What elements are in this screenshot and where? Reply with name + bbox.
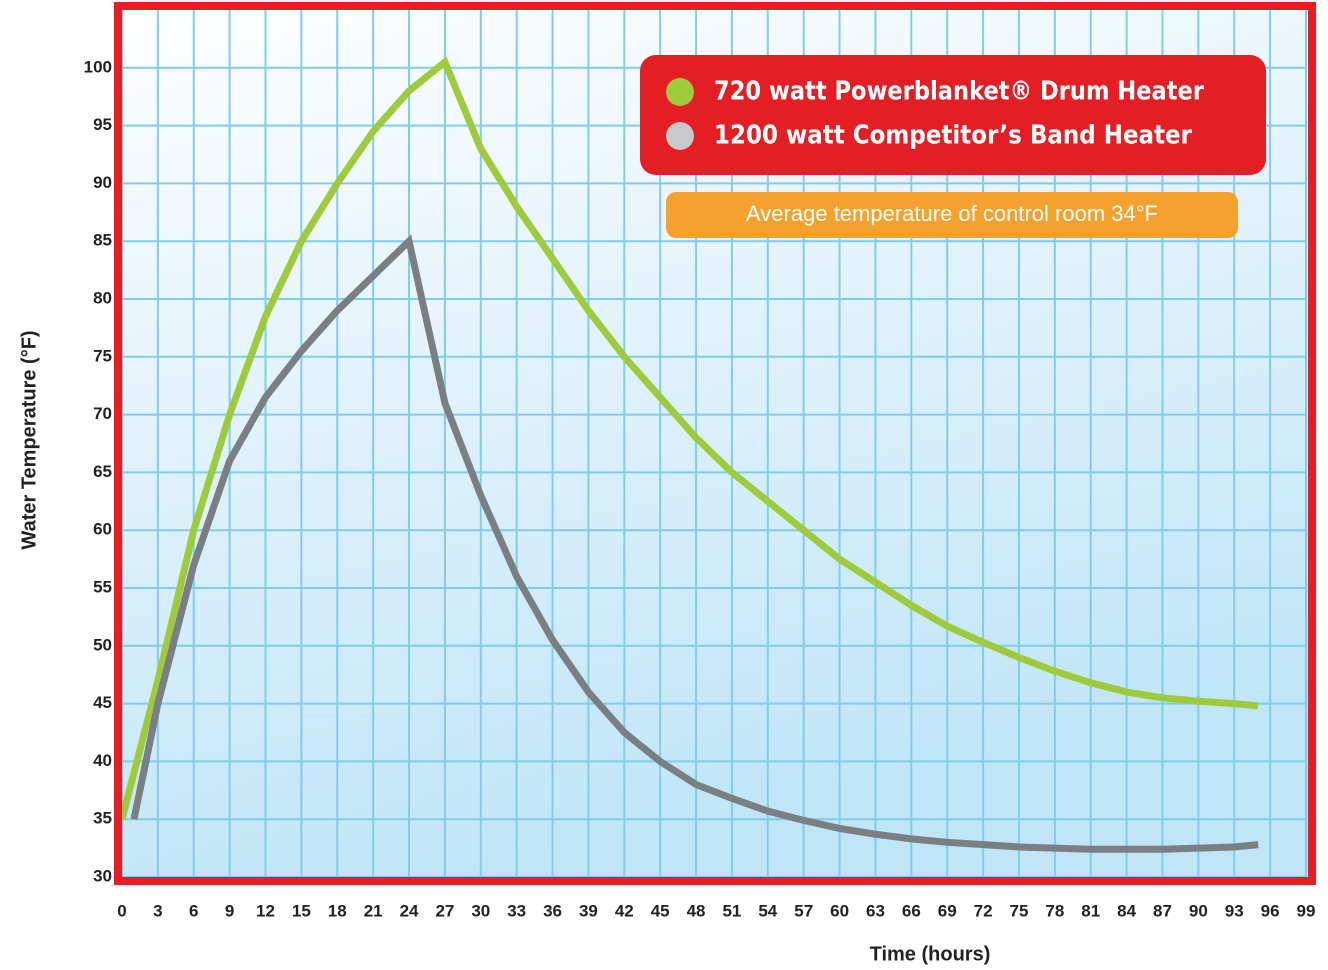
x-tick-label: 90 (1189, 901, 1208, 920)
y-tick-label: 60 (93, 520, 112, 539)
x-tick-label: 3 (153, 901, 162, 920)
x-axis-title: Time (hours) (870, 943, 991, 965)
x-tick-label: 45 (651, 901, 670, 920)
x-tick-label: 48 (687, 901, 706, 920)
plot-border (114, 2, 1316, 885)
y-tick-label: 65 (93, 462, 112, 481)
x-tick-label: 24 (400, 901, 419, 920)
x-tick-label: 81 (1081, 901, 1100, 920)
x-tick-label: 60 (830, 901, 849, 920)
data-line (118, 56, 1259, 821)
x-tick-label: 51 (722, 901, 741, 920)
x-tick-label: 78 (1045, 901, 1064, 920)
y-tick-label: 75 (93, 346, 112, 365)
x-tick-label: 30 (471, 901, 490, 920)
x-tick-label: 15 (292, 901, 311, 920)
x-tick-label: 75 (1010, 901, 1029, 920)
y-tick-label: 35 (93, 809, 112, 828)
annotation: Average temperature of control room 34°F (746, 201, 1158, 226)
x-tick-label: 96 (1261, 901, 1280, 920)
x-tick-label: 33 (507, 901, 526, 920)
annotation-box (666, 192, 1238, 238)
y-tick-label: 50 (93, 635, 112, 654)
x-tick-label: 54 (758, 901, 777, 920)
legend-swatch (666, 122, 694, 150)
y-tick-label: 90 (93, 173, 112, 192)
legend-label: 1200 watt Competitor’s Band Heater (714, 121, 1192, 151)
x-tick-label: 66 (902, 901, 921, 920)
legend-swatch (666, 78, 694, 106)
x-tick-label: 69 (938, 901, 957, 920)
x-tick-label: 72 (974, 901, 993, 920)
x-tick-label: 42 (615, 901, 634, 920)
x-tick-label: 99 (1297, 901, 1316, 920)
y-tick-label: 55 (93, 577, 112, 596)
x-tick-label: 0 (117, 901, 126, 920)
x-tick-label: 36 (543, 901, 562, 920)
y-tick-label: 80 (93, 288, 112, 307)
y-tick-label: 30 (93, 866, 112, 885)
y-tick-label: 95 (93, 115, 112, 134)
x-tick-label: 27 (435, 901, 454, 920)
x-tick-label: 21 (364, 901, 383, 920)
x-tick-label: 57 (794, 901, 813, 920)
x-tick-label: 63 (866, 901, 885, 920)
x-tick-label: 84 (1117, 901, 1136, 920)
x-tick-label: 18 (328, 901, 347, 920)
y-tick-label: 85 (93, 231, 112, 250)
y-tick-label: 100 (84, 57, 112, 76)
legend-label: 720 watt Powerblanket® Drum Heater (714, 77, 1204, 107)
x-tick-label: 6 (189, 901, 198, 920)
x-tick-label: 39 (579, 901, 598, 920)
y-tick-label: 45 (93, 693, 112, 712)
y-axis-title: Water Temperature (°F) (18, 330, 40, 549)
x-tick-label: 9 (225, 901, 234, 920)
data-line (130, 234, 1259, 853)
y-tick-label: 40 (93, 751, 112, 770)
x-tick-label: 87 (1153, 901, 1172, 920)
x-tick-label: 12 (256, 901, 275, 920)
legend-box (640, 55, 1266, 175)
x-tick-label: 93 (1225, 901, 1244, 920)
y-tick-label: 70 (93, 404, 112, 423)
